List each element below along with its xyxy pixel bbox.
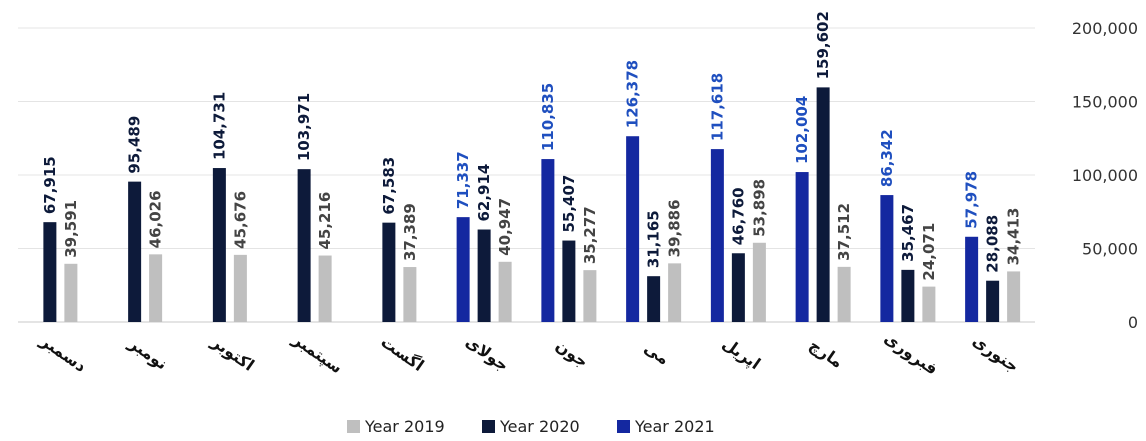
bar: [880, 195, 894, 322]
data-label: 57,978: [963, 171, 981, 229]
bar: [43, 222, 57, 322]
y-tick-label: 200,000: [1072, 19, 1138, 38]
data-label: 28,088: [984, 215, 1002, 273]
bar: [1007, 271, 1021, 322]
legend: Year 2019 Year 2020 Year 2021: [347, 417, 715, 436]
gridlines: [18, 27, 1035, 323]
data-label: 86,342: [878, 129, 896, 187]
data-label: 62,914: [475, 164, 493, 222]
bar: [795, 172, 809, 322]
bar: [668, 263, 682, 322]
data-label: 46,760: [729, 187, 747, 245]
bars: [43, 87, 1021, 322]
data-label: 45,216: [316, 192, 334, 250]
legend-label: Year 2021: [634, 417, 715, 436]
data-label: 159,602: [814, 11, 832, 79]
bar: [837, 266, 851, 322]
data-label: 67,915: [41, 156, 59, 214]
bar: [922, 286, 936, 322]
category-label: می: [641, 338, 673, 369]
bar: [64, 263, 78, 322]
bar: [149, 254, 163, 322]
bar: [626, 136, 640, 322]
category-label: سپتمبر: [288, 329, 346, 378]
y-tick-label: 50,000: [1082, 240, 1138, 259]
bar: [318, 255, 332, 322]
bar: [583, 270, 597, 322]
data-label: 67,583: [380, 157, 398, 215]
category-label: جون: [552, 336, 592, 372]
bar: [403, 267, 417, 322]
bar: [477, 229, 491, 322]
data-label: 46,026: [147, 190, 165, 248]
category-label: اکتوبر: [207, 332, 257, 375]
bar: [233, 254, 247, 322]
data-label: 24,071: [920, 223, 938, 281]
category-label: جنوری: [969, 331, 1022, 376]
data-label: 37,389: [401, 203, 419, 261]
data-label: 110,835: [539, 83, 557, 151]
bar: [647, 276, 661, 322]
data-label: 126,378: [624, 60, 642, 128]
data-label: 53,898: [750, 179, 768, 237]
category-label: اگست: [377, 332, 427, 375]
data-label: 31,165: [645, 210, 663, 268]
bar: [212, 168, 226, 322]
data-label: 55,407: [560, 175, 578, 233]
category-label: مارچ: [806, 335, 847, 372]
data-label: 104,731: [210, 92, 228, 160]
data-label: 35,277: [581, 206, 599, 264]
category-label: دسمبر: [36, 330, 90, 375]
data-label: 45,676: [231, 191, 249, 249]
y-tick-label: 100,000: [1072, 166, 1138, 185]
data-label: 34,413: [1005, 208, 1023, 266]
bar: [562, 240, 576, 322]
data-label: 39,591: [62, 200, 80, 258]
y-tick-label: 0: [1128, 313, 1138, 332]
bar: [965, 236, 979, 322]
bar: [297, 169, 311, 322]
data-label: 71,337: [454, 151, 472, 209]
bar: [752, 242, 766, 322]
data-label: 35,467: [899, 204, 917, 262]
bar: [901, 269, 915, 322]
bar: [710, 149, 724, 322]
bar: [498, 261, 512, 322]
bar: [456, 217, 470, 322]
data-label: 102,004: [793, 96, 811, 164]
data-label: 37,512: [835, 203, 853, 261]
legend-swatch: [617, 420, 630, 433]
y-tick-label: 150,000: [1072, 93, 1138, 112]
data-label: 40,947: [496, 198, 514, 256]
legend-swatch: [347, 420, 360, 433]
bar: [382, 222, 396, 322]
legend-label: Year 2020: [499, 417, 580, 436]
data-label: 39,886: [666, 199, 684, 257]
bar: [128, 181, 142, 322]
data-label: 95,489: [126, 116, 144, 174]
category-label: جولای: [462, 332, 512, 375]
category-label: اپریل: [718, 334, 764, 374]
y-axis-ticks: 0 50,000 100,000 150,000 200,000: [1072, 19, 1138, 332]
bar: [986, 280, 1000, 322]
bar: [731, 253, 745, 322]
x-axis-category-labels: جنوری فبروری مارچ اپریل می جون جولای اگست سپتمبر…: [36, 328, 1022, 378]
data-label: 117,618: [708, 73, 726, 141]
legend-swatch: [482, 420, 495, 433]
category-label: نومبر: [125, 333, 171, 373]
legend-label: Year 2019: [364, 417, 445, 436]
category-label: فبروری: [881, 328, 942, 378]
bar: [816, 87, 830, 322]
bar: [541, 159, 555, 322]
data-label: 103,971: [295, 93, 313, 161]
